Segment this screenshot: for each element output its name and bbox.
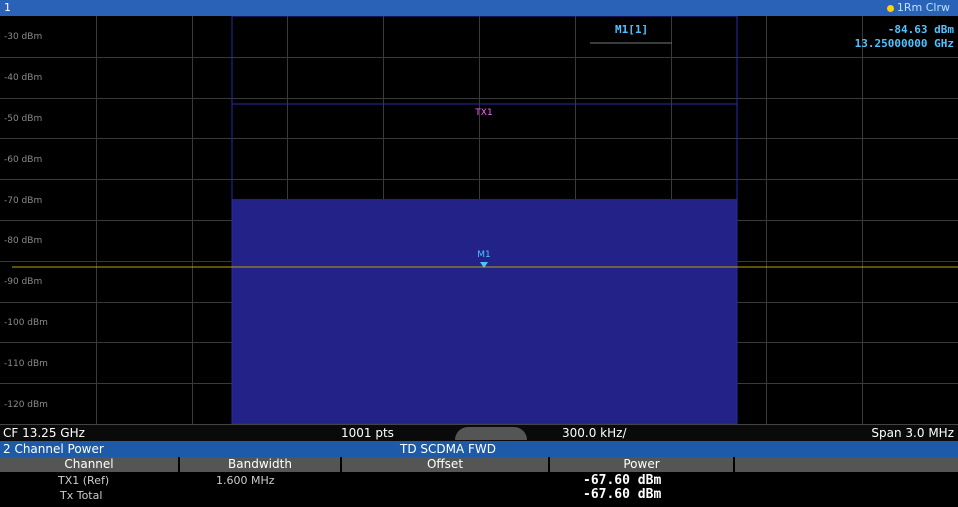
y-tick-label: -60 dBm — [4, 155, 42, 165]
marker-m1-icon[interactable] — [480, 262, 488, 268]
column-power: Power — [550, 457, 733, 472]
y-tick-label: -50 dBm — [4, 114, 42, 124]
y-tick-label: -40 dBm — [4, 73, 42, 83]
column-spare — [735, 457, 958, 472]
row-1-power: -67.60 dBm — [583, 473, 662, 488]
y-tick-label: -100 dBm — [4, 318, 48, 328]
spectrum-diagram[interactable]: -30 dBm -40 dBm -50 dBm -60 dBm -70 dBm -80 d… — [0, 16, 958, 424]
window-title-bar[interactable]: 1 1Rm Clrw — [0, 0, 958, 16]
y-tick-label: -120 dBm — [4, 400, 48, 410]
marker-readout-frequency: 13.25000000 GHz — [855, 37, 954, 50]
trace-label: 1Rm Clrw — [896, 1, 950, 14]
frequency-per-division: 300.0 kHz/ — [562, 426, 627, 440]
center-frequency[interactable]: CF 13.25 GHz — [3, 426, 85, 440]
marker-readout-level: -84.63 dBm — [888, 23, 955, 36]
marker-m1-label: M1 — [477, 250, 491, 260]
column-offset: Offset — [342, 457, 548, 472]
column-bandwidth: Bandwidth — [180, 457, 340, 472]
result-panel-title: 2 Channel Power — [3, 442, 104, 456]
channel-bounds — [231, 16, 738, 424]
column-channel: Channel — [0, 457, 178, 472]
window-number: 1 — [4, 1, 11, 14]
trace-dot-icon — [886, 4, 894, 12]
trace-info[interactable]: 1Rm Clrw — [886, 1, 950, 14]
channel-power-table: Channel Bandwidth Offset Power TX1 (Ref)… — [0, 457, 958, 507]
row-1-bandwidth: 1.600 MHz — [216, 474, 275, 487]
y-axis-labels: -30 dBm -40 dBm -50 dBm -60 dBm -70 dBm -80 d… — [4, 32, 48, 410]
sweep-points[interactable]: 1001 pts — [341, 426, 394, 440]
result-panel-header[interactable]: 2 Channel Power TD SCDMA FWD — [0, 441, 958, 457]
span[interactable]: Span 3.0 MHz — [871, 426, 954, 440]
channel-power-bar — [232, 199, 737, 424]
y-tick-label: -80 dBm — [4, 236, 42, 246]
y-tick-label: -90 dBm — [4, 277, 42, 287]
row-2-power: -67.60 dBm — [583, 487, 662, 502]
y-tick-label: -110 dBm — [4, 359, 48, 369]
result-panel-standard: TD SCDMA FWD — [400, 442, 497, 456]
row-2-channel: Tx Total — [60, 489, 103, 502]
row-1-channel: TX1 (Ref) — [58, 474, 110, 487]
y-tick-label: -70 dBm — [4, 196, 42, 206]
y-tick-label: -30 dBm — [4, 32, 42, 42]
marker-readout-label: M1[1] — [615, 23, 648, 36]
panel-resize-handle[interactable] — [455, 427, 527, 440]
diagram-svg: -30 dBm -40 dBm -50 dBm -60 dBm -70 dBm -80 d… — [0, 16, 958, 424]
tx1-label: TX1 — [474, 108, 492, 118]
